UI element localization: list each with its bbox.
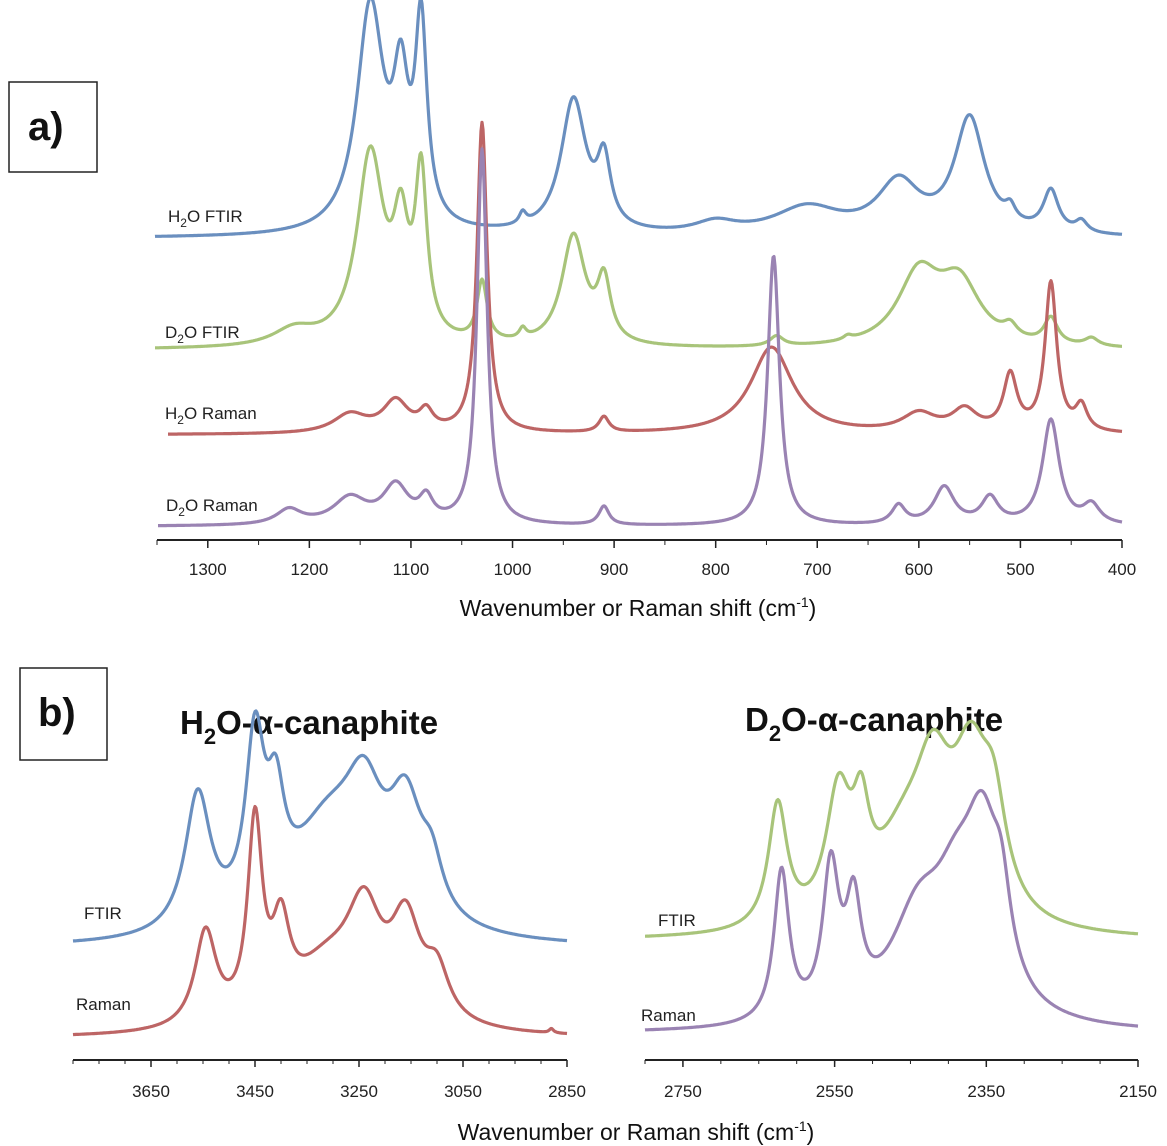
x-tick-label: 3650 xyxy=(132,1082,170,1101)
series-line-h2o-raman xyxy=(167,120,1123,436)
x-tick-label: 3450 xyxy=(236,1082,274,1101)
x-tick-label: 2350 xyxy=(967,1082,1005,1101)
x-tick-label: 700 xyxy=(803,560,831,579)
series-line-d2o-ftir xyxy=(154,144,1123,350)
panel-b-axis-title: Wavenumber or Raman shift (cm-1) xyxy=(458,1118,815,1145)
label-bl-raman: Raman xyxy=(76,995,131,1014)
series-line-raman xyxy=(644,788,1139,1032)
x-tick-label: 500 xyxy=(1006,560,1034,579)
series-line-ftir xyxy=(644,719,1139,938)
panel-b-right-title: D2O-α-canaphite xyxy=(745,701,1003,746)
panel-b-left-title: H2O-α-canaphite xyxy=(180,704,438,749)
label-bl-ftir: FTIR xyxy=(84,904,122,923)
panel-b-tag-label: b) xyxy=(38,691,76,735)
panel-a-tag-label: a) xyxy=(28,105,64,149)
x-tick-label: 400 xyxy=(1108,560,1136,579)
x-tick-label: 900 xyxy=(600,560,628,579)
label-br-raman: Raman xyxy=(641,1006,696,1025)
panel-a-plot: 1300 1200 1100 1000 900 800 700 600 500 400 xyxy=(154,0,1136,579)
x-tick-label: 600 xyxy=(905,560,933,579)
panel-b-right-plot: 2750 2550 2350 2150 xyxy=(644,719,1157,1101)
label-br-ftir: FTIR xyxy=(658,911,696,930)
x-tick-label: 3250 xyxy=(340,1082,378,1101)
label-h2o-raman: H2O Raman xyxy=(165,404,257,427)
x-tick-label: 1100 xyxy=(393,560,430,579)
panel-b-tag: b) xyxy=(19,667,108,761)
panel-a-tag: a) xyxy=(8,81,98,173)
x-tick-label: 2750 xyxy=(664,1082,702,1101)
x-tick-label: 3050 xyxy=(444,1082,482,1101)
label-h2o-ftir: H2O FTIR xyxy=(168,207,243,230)
x-tick-label: 1000 xyxy=(494,560,532,579)
panel-a-axis-title: Wavenumber or Raman shift (cm-1) xyxy=(460,594,817,621)
series-line-h2o-ftir xyxy=(154,0,1123,238)
series-line-raman xyxy=(72,804,568,1037)
label-d2o-raman: D2O Raman xyxy=(166,496,258,519)
series-line-d2o-raman xyxy=(157,147,1123,528)
label-d2o-ftir: D2O FTIR xyxy=(165,323,240,346)
x-tick-label: 1300 xyxy=(189,560,227,579)
x-tick-label: 2150 xyxy=(1119,1082,1157,1101)
series-line-ftir xyxy=(72,709,568,943)
x-tick-label: 2850 xyxy=(548,1082,586,1101)
panel-b-left-plot: 3650 3450 3250 3050 2850 xyxy=(72,709,586,1101)
x-tick-label: 800 xyxy=(701,560,729,579)
x-tick-label: 1200 xyxy=(290,560,328,579)
x-tick-label: 2550 xyxy=(816,1082,854,1101)
